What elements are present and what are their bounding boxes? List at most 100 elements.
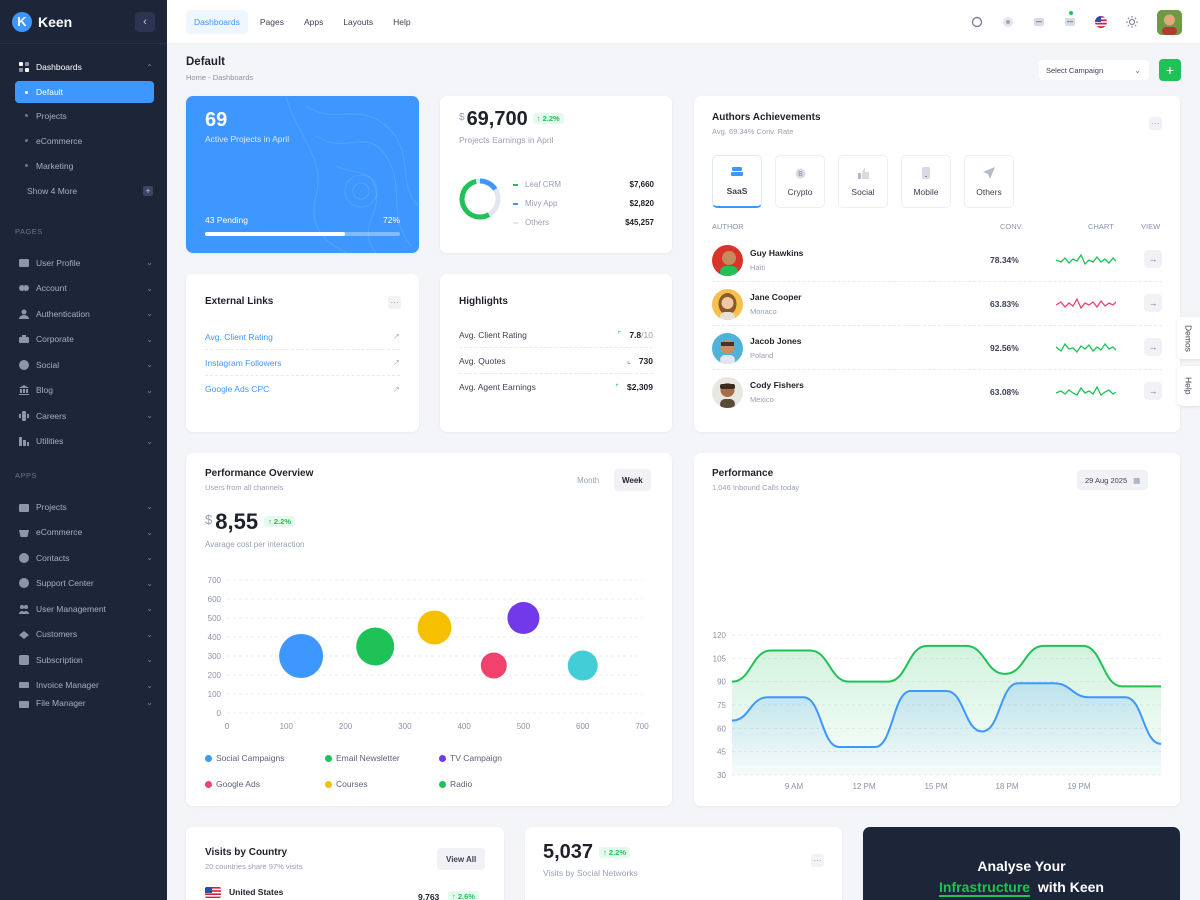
sidebar-item-default[interactable]: Default bbox=[15, 81, 154, 103]
sidebar-item-contacts[interactable]: Contacts ⌄ bbox=[0, 545, 167, 571]
sidebar-item-file-manager[interactable]: File Manager ⌄ bbox=[0, 698, 167, 710]
view-author-button[interactable]: → bbox=[1144, 250, 1162, 268]
earnings-badge: ↑ 2.2% bbox=[532, 113, 564, 124]
area-series-line bbox=[731, 644, 1161, 688]
legend-item[interactable]: Radio bbox=[439, 779, 472, 789]
col-author: AUTHOR bbox=[712, 222, 744, 231]
date-picker-button[interactable]: 29 Aug 2025 ▦ bbox=[1077, 470, 1149, 490]
breadcrumb-home[interactable]: Home bbox=[186, 73, 207, 82]
sidebar-item-ecommerce[interactable]: eCommerce ⌄ bbox=[0, 520, 167, 546]
messages-icon[interactable] bbox=[1064, 11, 1076, 28]
chevron-down-icon: ⌄ bbox=[146, 258, 153, 268]
us-flag-icon[interactable] bbox=[1095, 16, 1107, 28]
sidebar-item-invoice-manager[interactable]: Invoice Manager ⌄ bbox=[0, 673, 167, 699]
notification-icon[interactable] bbox=[1002, 16, 1014, 28]
y-tick-label: 500 bbox=[208, 614, 222, 623]
sidebar-item-user-profile[interactable]: User Profile ⌄ bbox=[0, 250, 167, 276]
progress-track bbox=[205, 232, 400, 236]
sidebar-item-support-center[interactable]: Support Center ⌄ bbox=[0, 571, 167, 597]
tab-others[interactable]: Others bbox=[964, 155, 1014, 208]
external-arrow-icon: ↗ bbox=[392, 331, 400, 341]
demos-tab[interactable]: Demos bbox=[1177, 317, 1200, 359]
highlight-label: Avg. Quotes bbox=[459, 355, 506, 366]
legend-value: $2,820 bbox=[629, 199, 654, 208]
area-series-line bbox=[731, 682, 1162, 748]
avatar bbox=[712, 333, 743, 364]
tab-crypto[interactable]: B Crypto bbox=[775, 155, 825, 208]
view-author-button[interactable]: → bbox=[1144, 382, 1162, 400]
sidebar-item-social[interactable]: Social ⌄ bbox=[0, 352, 167, 378]
cost-label: Avarage cost per interaction bbox=[205, 540, 305, 549]
more-menu-button[interactable]: ··· bbox=[1149, 117, 1162, 130]
view-author-button[interactable]: → bbox=[1144, 294, 1162, 312]
chevron-down-icon: ⌄ bbox=[146, 553, 153, 563]
search-icon[interactable] bbox=[971, 16, 983, 28]
chat-icon[interactable] bbox=[1033, 16, 1045, 28]
sidebar-item-user-management[interactable]: User Management ⌄ bbox=[0, 596, 167, 622]
more-menu-button[interactable]: ··· bbox=[811, 854, 824, 867]
help-tab[interactable]: Help bbox=[1177, 366, 1200, 406]
avatar bbox=[712, 289, 743, 320]
legend-item[interactable]: Courses bbox=[325, 779, 368, 789]
sidebar-item-careers[interactable]: Careers ⌄ bbox=[0, 403, 167, 429]
sparkline-chart bbox=[1056, 385, 1116, 396]
legend-item[interactable]: TV Campaign bbox=[439, 753, 502, 763]
sun-icon[interactable] bbox=[1126, 16, 1138, 28]
sidebar-item-utilities[interactable]: Utilities ⌄ bbox=[0, 429, 167, 455]
view-author-button[interactable]: → bbox=[1144, 338, 1162, 356]
tab-social[interactable]: Social bbox=[838, 155, 888, 208]
bullet-icon bbox=[25, 139, 28, 142]
toolbar-icons bbox=[971, 0, 1200, 44]
projects-icon bbox=[18, 501, 29, 512]
nav-pages[interactable]: Pages bbox=[259, 16, 284, 27]
tab-mobile[interactable]: Mobile bbox=[901, 155, 951, 208]
author-conv: 63.08% bbox=[990, 387, 1019, 397]
tab-saas[interactable]: SaaS bbox=[712, 155, 762, 208]
nav-apps[interactable]: Apps bbox=[303, 16, 324, 27]
card-title: Highlights bbox=[459, 296, 508, 307]
date-text: 29 Aug 2025 bbox=[1085, 475, 1128, 485]
user-avatar[interactable] bbox=[1157, 9, 1182, 35]
chevron-down-icon: ⌄ bbox=[146, 655, 153, 665]
breadcrumb-separator: - bbox=[208, 73, 211, 82]
card-subtitle: 20 countries share 97% visits bbox=[205, 862, 303, 871]
y-tick-label: 60 bbox=[717, 724, 726, 733]
view-all-button[interactable]: View All bbox=[437, 848, 486, 870]
external-link[interactable]: Instagram Followers ↗ bbox=[205, 350, 400, 376]
nav-layouts[interactable]: Layouts bbox=[343, 16, 374, 27]
sidebar-item-projects-dash[interactable]: Projects bbox=[18, 103, 153, 128]
legend-item[interactable]: Social Campaigns bbox=[205, 753, 285, 763]
external-link[interactable]: Avg. Client Rating ↗ bbox=[205, 324, 400, 350]
show-more-button[interactable]: Show 4 More + bbox=[18, 178, 153, 203]
social-visits-value: 5,037 bbox=[543, 841, 594, 863]
y-tick-label: 105 bbox=[713, 654, 727, 663]
more-menu-button[interactable]: ··· bbox=[388, 296, 401, 309]
sidebar-item-corporate[interactable]: Corporate ⌄ bbox=[0, 327, 167, 353]
segment-month[interactable]: Month bbox=[577, 475, 600, 485]
campaign-select[interactable]: Select Campaign ⌄ bbox=[1039, 60, 1149, 80]
nav-dashboards[interactable]: Dashboards bbox=[186, 9, 248, 34]
sidebar-item-customers[interactable]: Customers ⌄ bbox=[0, 622, 167, 648]
keen-logo[interactable]: K bbox=[12, 11, 32, 32]
nav-help[interactable]: Help bbox=[393, 16, 411, 27]
legend-item[interactable]: Google Ads bbox=[205, 779, 260, 789]
sidebar-item-ecommerce-dash[interactable]: eCommerce bbox=[18, 128, 153, 153]
sidebar-item-authentication[interactable]: Authentication ⌄ bbox=[0, 301, 167, 327]
sidebar-item-account[interactable]: Account ⌄ bbox=[0, 276, 167, 302]
help-tab-label: Help bbox=[1183, 377, 1194, 395]
legend-item[interactable]: Email Newsletter bbox=[325, 753, 400, 763]
add-button[interactable]: + bbox=[1159, 59, 1181, 81]
segment-week[interactable]: Week bbox=[614, 469, 651, 491]
cost-value: 8,55 bbox=[215, 509, 259, 534]
sidebar-collapse-button[interactable]: ‹ bbox=[135, 11, 155, 32]
sidebar-item-projects[interactable]: Projects ⌄ bbox=[0, 494, 167, 520]
author-row: Guy Hawkins Haiti 78.34% → bbox=[712, 238, 1162, 282]
calendar-icon: ▦ bbox=[1133, 475, 1141, 485]
sidebar-item-blog[interactable]: Blog ⌄ bbox=[0, 378, 167, 404]
sidebar-item-subscription[interactable]: Subscription ⌄ bbox=[0, 647, 167, 673]
external-link[interactable]: Google Ads CPC ↗ bbox=[205, 376, 400, 402]
sidebar-item-marketing-dash[interactable]: Marketing bbox=[18, 153, 153, 178]
sidebar-item-dashboards[interactable]: Dashboards ⌃ bbox=[18, 59, 153, 75]
x-tick-label: 700 bbox=[635, 722, 649, 731]
sidebar-item-label: Projects bbox=[36, 110, 67, 121]
